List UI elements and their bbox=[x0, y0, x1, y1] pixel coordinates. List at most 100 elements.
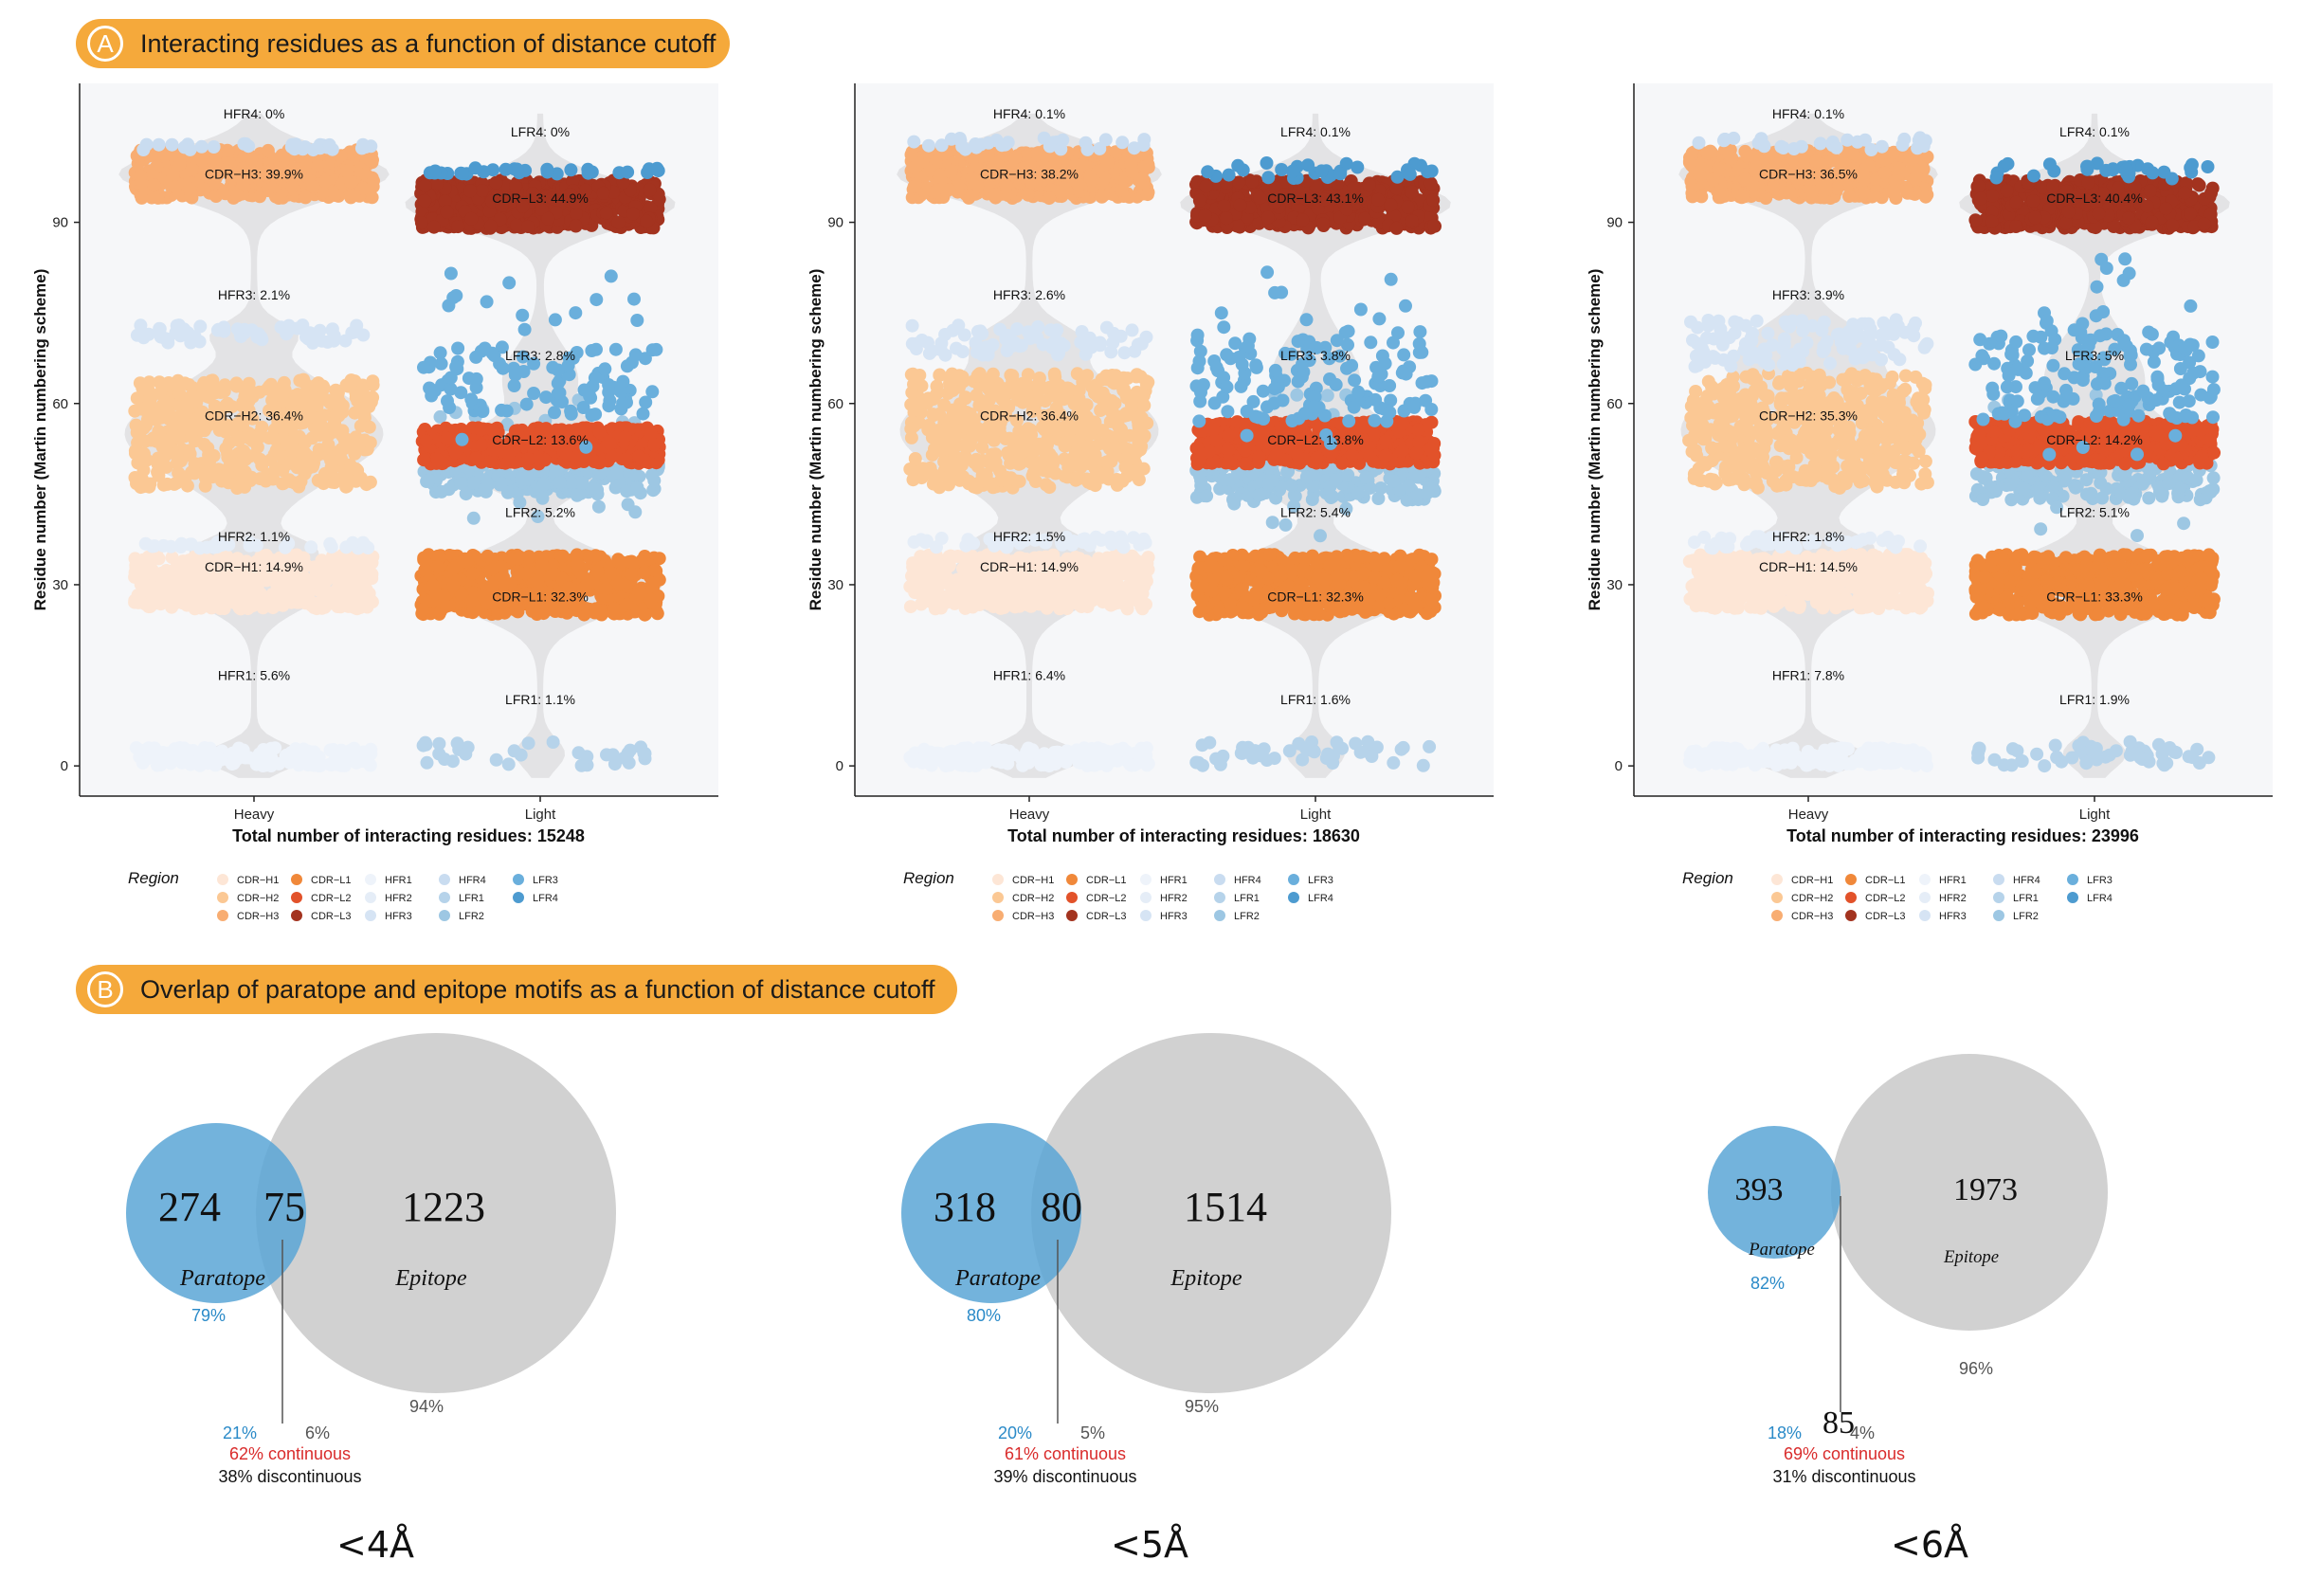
point bbox=[216, 578, 230, 592]
point bbox=[214, 414, 228, 428]
point bbox=[510, 162, 524, 176]
point bbox=[335, 452, 349, 466]
point bbox=[532, 428, 546, 443]
point bbox=[1098, 591, 1113, 605]
point bbox=[930, 540, 943, 554]
point bbox=[192, 541, 207, 555]
point bbox=[599, 206, 613, 220]
point bbox=[326, 743, 340, 756]
point bbox=[495, 595, 509, 609]
point bbox=[152, 468, 166, 482]
legend-label: LFR2 bbox=[459, 911, 484, 922]
point bbox=[1111, 595, 1125, 609]
point bbox=[589, 604, 604, 618]
point bbox=[510, 218, 524, 232]
point bbox=[349, 462, 363, 476]
point bbox=[475, 184, 489, 198]
region-label: HFR4: 0% bbox=[224, 106, 285, 121]
point bbox=[417, 360, 430, 374]
point bbox=[194, 388, 209, 402]
point bbox=[1105, 537, 1119, 552]
point bbox=[197, 182, 211, 196]
point bbox=[420, 755, 434, 770]
point bbox=[591, 499, 606, 514]
point bbox=[465, 567, 480, 581]
point bbox=[507, 379, 521, 392]
point bbox=[644, 592, 658, 607]
point bbox=[316, 426, 330, 440]
point bbox=[463, 184, 478, 198]
point bbox=[509, 179, 522, 193]
point bbox=[448, 445, 462, 460]
point bbox=[481, 477, 496, 491]
point bbox=[560, 441, 574, 454]
point bbox=[502, 276, 517, 290]
point bbox=[128, 552, 142, 566]
points-cdr-l1 bbox=[414, 548, 666, 622]
point bbox=[128, 595, 142, 609]
point bbox=[297, 570, 311, 584]
point bbox=[521, 220, 535, 234]
point bbox=[128, 404, 142, 418]
point bbox=[1119, 744, 1133, 758]
point bbox=[255, 554, 268, 568]
point bbox=[608, 342, 623, 356]
point bbox=[348, 575, 361, 589]
point bbox=[335, 758, 349, 772]
point bbox=[564, 404, 578, 418]
point bbox=[340, 164, 354, 178]
point bbox=[535, 491, 550, 505]
point bbox=[993, 601, 1007, 615]
point bbox=[197, 598, 211, 612]
region-label: HFR2: 1.1% bbox=[218, 529, 290, 544]
point bbox=[548, 603, 562, 617]
point bbox=[511, 590, 525, 605]
point bbox=[253, 190, 267, 204]
point bbox=[570, 556, 584, 571]
point bbox=[603, 436, 617, 450]
point bbox=[1018, 584, 1032, 598]
x-tick-label: Heavy bbox=[234, 807, 275, 823]
point bbox=[1012, 599, 1026, 613]
x-tick-label: Light bbox=[525, 807, 556, 823]
point bbox=[181, 753, 195, 767]
point bbox=[1004, 368, 1018, 382]
region-label: CDR−L1: 32.3% bbox=[492, 589, 589, 605]
point bbox=[907, 535, 921, 549]
point bbox=[364, 747, 378, 761]
point bbox=[349, 556, 363, 571]
point bbox=[418, 179, 432, 193]
point bbox=[178, 416, 192, 430]
points-lfr1 bbox=[416, 735, 652, 772]
point bbox=[288, 559, 302, 573]
point bbox=[501, 757, 516, 771]
point bbox=[652, 552, 666, 566]
point bbox=[526, 187, 539, 200]
point bbox=[983, 533, 997, 546]
point bbox=[222, 436, 236, 450]
point bbox=[165, 147, 179, 161]
point bbox=[527, 356, 541, 371]
point bbox=[446, 561, 461, 575]
point bbox=[208, 753, 222, 767]
point bbox=[527, 387, 541, 400]
point bbox=[1096, 470, 1110, 484]
point bbox=[501, 448, 516, 462]
point bbox=[454, 477, 468, 491]
point bbox=[444, 371, 458, 385]
point bbox=[499, 162, 513, 176]
point bbox=[289, 137, 303, 152]
point bbox=[259, 568, 273, 582]
point bbox=[280, 748, 294, 762]
point bbox=[333, 554, 347, 569]
y-tick-label: 0 bbox=[61, 758, 68, 774]
point bbox=[147, 178, 161, 192]
point bbox=[185, 162, 199, 176]
point bbox=[188, 457, 202, 471]
point bbox=[235, 412, 249, 426]
point bbox=[306, 179, 320, 193]
point bbox=[183, 328, 197, 342]
point bbox=[494, 559, 508, 573]
point bbox=[483, 455, 498, 469]
point bbox=[535, 202, 549, 216]
